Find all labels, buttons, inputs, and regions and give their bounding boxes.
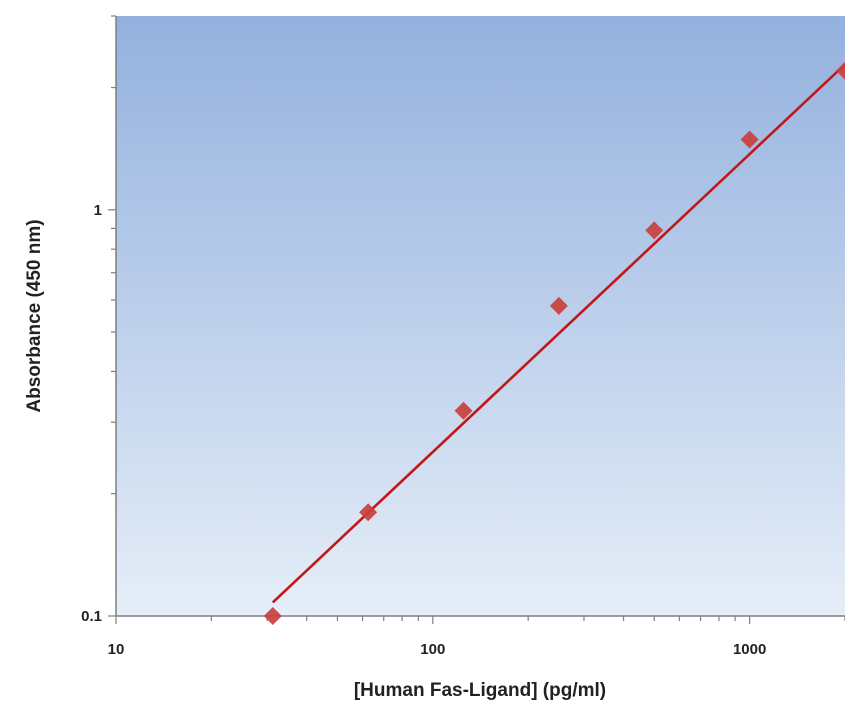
x-tick-label: 1000 [733,641,766,658]
data-point [645,221,664,240]
data-point [836,61,845,80]
data-point [549,296,568,315]
data-point [454,401,473,420]
data-point [263,607,282,625]
plot-area [116,16,845,616]
x-axis-title: [Human Fas-Ligand] (pg/ml) [354,680,606,701]
data-point [740,130,759,149]
axes [108,15,845,624]
tick-labels: 10 100 1000 0.1 1 [81,202,766,658]
y-tick-label: 0.1 [81,608,102,625]
x-tick-label: 10 [108,641,125,658]
y-axis-title: Absorbance (450 nm) [24,219,45,412]
data-points [263,61,845,625]
data-point [359,503,378,522]
x-tick-label: 100 [420,641,445,658]
y-tick-label: 1 [94,202,102,219]
